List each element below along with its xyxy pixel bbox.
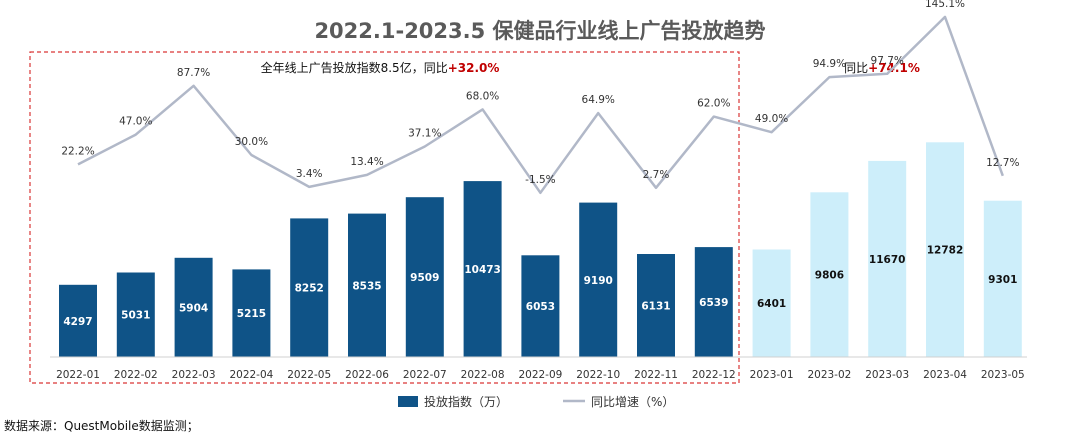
x-tick-label: 2022-08 [461,369,505,381]
x-tick-label: 2022-09 [518,369,562,381]
x-tick-label: 2022-10 [576,369,620,381]
yoy-value-label: 64.9% [582,94,615,106]
bar-value-label: 6401 [757,298,786,310]
x-tick-label: 2022-01 [56,369,100,381]
bar-value-label: 9190 [584,275,613,287]
x-tick-label: 2022-05 [287,369,331,381]
yoy-value-label: 37.1% [408,128,441,140]
legend-line-label: 同比增速（%） [591,395,674,409]
legend-bar-swatch [398,396,418,407]
yoy-value-label: 49.0% [755,113,788,125]
bar-value-label: 9806 [815,270,844,282]
x-tick-label: 2023-05 [981,369,1025,381]
bar-2022-03 [174,257,213,357]
x-tick-label: 2022-06 [345,369,389,381]
yoy-value-label: 94.9% [813,58,846,70]
highlight-box-2022 [29,51,740,384]
source-note: 数据来源：QuestMobile数据监测； [4,418,199,433]
x-tick-label: 2023-04 [923,369,967,381]
bar-value-label: 4297 [63,316,92,328]
bars-layer: 4297 5031 5904 5215 8252 8535 9509 10473 6053 919… [59,142,1022,357]
yoy-growth-line [77,15,1004,195]
yoy-value-label: 68.0% [466,90,499,102]
x-tick-label: 2022-11 [634,369,678,381]
bar-value-label: 12782 [927,245,964,257]
bar-2022-01 [59,284,97,357]
bar-value-label: 8535 [352,280,381,292]
x-tick-label: 2023-03 [865,369,909,381]
yoy-value-label: 97.7% [871,55,904,67]
bar-value-label: 6053 [526,301,555,313]
bar-value-label: 9509 [410,272,439,284]
yoy-value-label: 3.4% [296,168,323,180]
bar-value-label: 8252 [295,283,324,295]
yoy-value-label: -1.5% [525,174,555,186]
x-tick-label: 2022-02 [114,369,158,381]
annotation-2023-text: 同比 [844,61,868,75]
bar-2022-07 [405,197,444,357]
bar-value-label: 10473 [464,264,501,276]
bar-2022-08 [463,181,502,357]
bar-value-label: 6539 [699,297,728,309]
ticks-layer: 2022-01 2022-02 2022-03 2022-04 2022-05 2022-… [56,369,1025,381]
bar-value-label: 11670 [869,254,906,266]
yoy-value-label: 22.2% [61,145,94,157]
bar-2023-01 [752,249,791,357]
bar-2022-06 [348,213,386,357]
yoy-value-label: 12.7% [986,157,1019,169]
bar-2023-04 [926,142,964,357]
bar-2023-02 [810,192,849,357]
x-tick-label: 2022-12 [692,369,736,381]
yoy-value-label: 2.7% [643,169,670,181]
yoy-value-label: 13.4% [350,156,383,168]
bar-2022-11 [637,254,675,357]
bar-2023-05 [983,200,1022,357]
yoy-value-label: 30.0% [235,136,268,148]
bar-2022-05 [290,218,329,357]
annotation-2022-text: 全年线上广告投放指数8.5亿，同比 [261,60,448,75]
x-tick-label: 2023-01 [750,369,794,381]
x-tick-label: 2022-03 [172,369,216,381]
x-tick-label: 2022-07 [403,369,447,381]
bar-2022-09 [521,255,560,357]
bar-2023-03 [868,160,907,357]
bar-2022-10 [579,202,618,357]
chart-title: 2022.1-2023.5 保健品行业线上广告投放趋势 [314,19,765,43]
bar-2022-12 [694,247,733,357]
yoy-value-label: 47.0% [119,116,152,128]
x-tick-label: 2023-02 [807,369,851,381]
bar-2022-04 [232,269,271,357]
yoy-value-label: 145.1% [925,0,965,10]
x-tick-label: 2022-04 [229,369,273,381]
bar-value-label: 6131 [641,301,670,313]
legend: 投放指数（万） 同比增速（%） [398,394,674,409]
bar-value-label: 5904 [179,302,208,314]
bar-value-label: 5215 [237,308,266,320]
annotation-2022-value: +32.0% [448,61,500,75]
yoy-value-label: 62.0% [697,98,730,110]
bar-value-label: 9301 [988,274,1017,286]
annotation-2022: 全年线上广告投放指数8.5亿，同比+32.0% [261,60,500,75]
yoy-value-label: 87.7% [177,67,210,79]
legend-bar-label: 投放指数（万） [424,394,508,409]
bar-2022-02 [116,272,155,357]
bar-value-label: 5031 [121,310,150,322]
line-layer: 22.2% 47.0% 87.7% 30.0% 3.4% 13.4% 37.1% 68.0% -… [61,0,1019,195]
